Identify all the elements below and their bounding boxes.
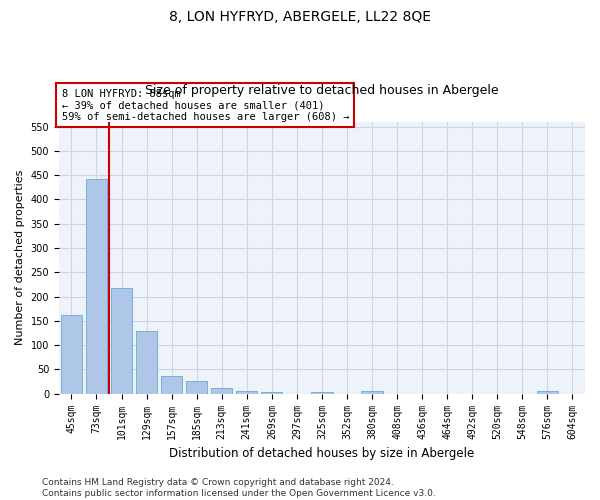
Bar bbox=[211, 388, 232, 394]
Bar bbox=[186, 381, 208, 394]
Y-axis label: Number of detached properties: Number of detached properties bbox=[15, 170, 25, 346]
Bar bbox=[236, 392, 257, 394]
Bar bbox=[61, 314, 82, 394]
Bar bbox=[86, 178, 107, 394]
Text: 8 LON HYFRYD: 88sqm
← 39% of detached houses are smaller (401)
59% of semi-detac: 8 LON HYFRYD: 88sqm ← 39% of detached ho… bbox=[62, 88, 349, 122]
Text: Contains HM Land Registry data © Crown copyright and database right 2024.
Contai: Contains HM Land Registry data © Crown c… bbox=[42, 478, 436, 498]
Bar bbox=[136, 330, 157, 394]
Bar bbox=[261, 392, 283, 394]
Bar bbox=[361, 392, 383, 394]
Text: 8, LON HYFRYD, ABERGELE, LL22 8QE: 8, LON HYFRYD, ABERGELE, LL22 8QE bbox=[169, 10, 431, 24]
Bar bbox=[537, 392, 558, 394]
Bar bbox=[111, 288, 132, 394]
Bar bbox=[311, 392, 332, 394]
X-axis label: Distribution of detached houses by size in Abergele: Distribution of detached houses by size … bbox=[169, 447, 475, 460]
Title: Size of property relative to detached houses in Abergele: Size of property relative to detached ho… bbox=[145, 84, 499, 97]
Bar bbox=[161, 376, 182, 394]
